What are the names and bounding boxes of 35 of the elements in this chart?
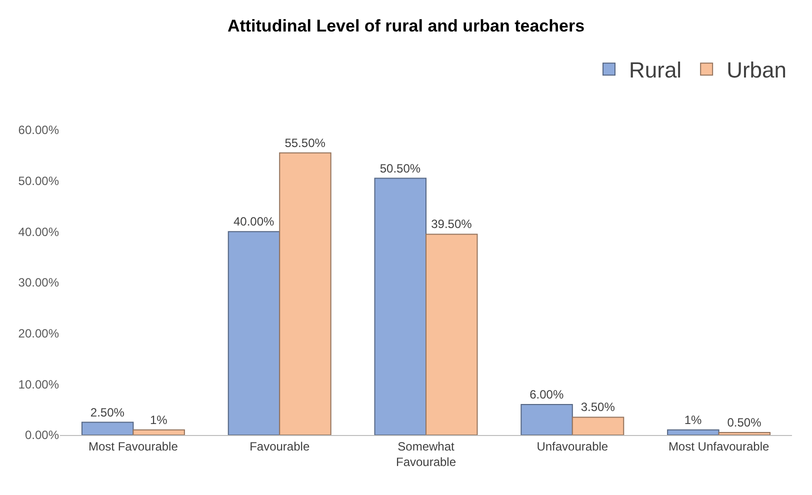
bar — [228, 231, 280, 435]
x-tick-label: Most Favourable — [88, 439, 178, 454]
bar — [572, 416, 624, 435]
data-label: 2.50% — [90, 405, 125, 420]
bar — [426, 234, 478, 435]
legend-label: Urban — [726, 58, 786, 83]
y-tick-label: 10.00% — [18, 377, 60, 392]
data-label: 1% — [150, 412, 168, 427]
chart-title: Attitudinal Level of rural and urban teachers — [227, 16, 585, 36]
legend-label: Rural — [629, 58, 682, 83]
x-tick-label: Unfavourable — [536, 439, 608, 454]
x-tick-label: Most Unfavourable — [668, 439, 770, 454]
y-tick-label: 20.00% — [18, 326, 60, 341]
y-tick-label: 60.00% — [18, 123, 60, 138]
data-label: 50.50% — [380, 161, 421, 176]
data-label: 6.00% — [530, 388, 564, 402]
y-tick-label: 0.00% — [24, 428, 60, 442]
x-tick-label: Favourable — [250, 439, 310, 454]
bar — [667, 429, 720, 435]
y-tick-label: 30.00% — [18, 276, 60, 290]
data-label: 55.50% — [284, 136, 326, 150]
y-tick-label: 40.00% — [18, 224, 60, 239]
data-label: 0.50% — [727, 415, 762, 430]
y-tick-label: 50.00% — [18, 174, 60, 188]
bar — [374, 178, 426, 435]
data-label: 40.00% — [233, 214, 274, 229]
bar — [718, 432, 771, 435]
data-label: 1% — [684, 412, 702, 427]
x-tick-label: Somewhat Favourable — [396, 439, 456, 469]
bar — [132, 429, 185, 435]
bar — [520, 404, 573, 435]
bar — [279, 152, 332, 435]
bar — [81, 422, 134, 435]
data-label: 3.50% — [580, 400, 616, 414]
data-label: 39.50% — [431, 217, 472, 232]
